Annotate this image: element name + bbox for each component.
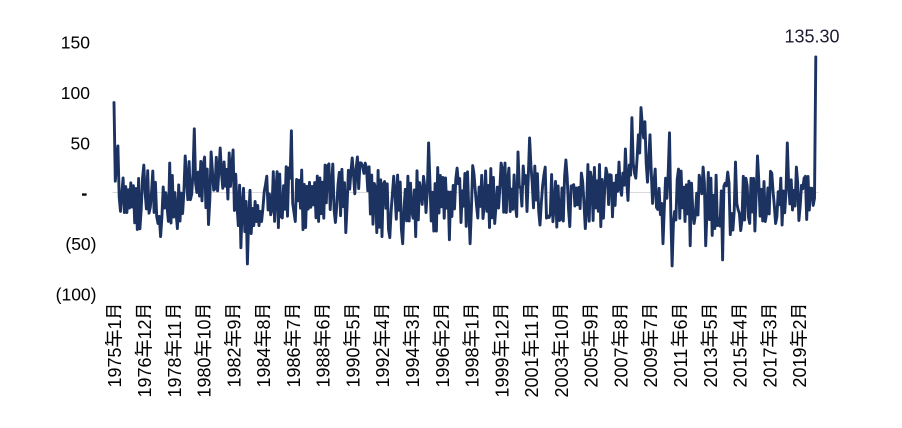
svg-text:2001: 2001 — [522, 357, 542, 397]
svg-text:1975: 1975 — [105, 347, 125, 387]
svg-text:2: 2 — [433, 319, 453, 329]
svg-text:9: 9 — [582, 319, 602, 329]
svg-text:1980: 1980 — [195, 357, 215, 397]
svg-text:1998: 1998 — [463, 347, 483, 387]
svg-text:3: 3 — [403, 319, 423, 329]
svg-text:1978: 1978 — [165, 357, 185, 397]
svg-text:1: 1 — [463, 319, 483, 329]
svg-text:135.30: 135.30 — [784, 27, 839, 47]
svg-text:1990: 1990 — [343, 347, 363, 387]
svg-text:7: 7 — [284, 319, 304, 329]
svg-text:1996: 1996 — [433, 347, 453, 387]
svg-text:4: 4 — [731, 319, 751, 329]
svg-text:1: 1 — [105, 319, 125, 329]
svg-text:1984: 1984 — [254, 347, 274, 387]
svg-text:2019: 2019 — [790, 347, 810, 387]
svg-text:1994: 1994 — [403, 347, 423, 387]
svg-text:50: 50 — [71, 133, 91, 153]
svg-text:6: 6 — [671, 319, 691, 329]
svg-text:12: 12 — [135, 319, 155, 339]
svg-text:1976: 1976 — [135, 357, 155, 397]
svg-text:9: 9 — [224, 319, 244, 329]
svg-text:2: 2 — [790, 319, 810, 329]
svg-text:7: 7 — [641, 319, 661, 329]
svg-text:2015: 2015 — [731, 347, 751, 387]
svg-text:6: 6 — [314, 319, 334, 329]
svg-text:2013: 2013 — [701, 347, 721, 387]
svg-text:1999: 1999 — [492, 357, 512, 397]
svg-text:1982: 1982 — [224, 347, 244, 387]
svg-text:1986: 1986 — [284, 347, 304, 387]
svg-text:2007: 2007 — [612, 347, 632, 387]
svg-text:5: 5 — [343, 319, 363, 329]
svg-text:2017: 2017 — [760, 347, 780, 387]
svg-text:1988: 1988 — [314, 347, 334, 387]
svg-text:2009: 2009 — [641, 347, 661, 387]
svg-text:150: 150 — [61, 33, 90, 53]
svg-text:1992: 1992 — [373, 347, 393, 387]
svg-text:8: 8 — [612, 319, 632, 329]
svg-text:11: 11 — [522, 321, 542, 340]
svg-text:(50): (50) — [65, 234, 96, 254]
svg-text:11: 11 — [165, 321, 185, 340]
svg-text:12: 12 — [492, 319, 512, 339]
svg-text:(100): (100) — [56, 284, 97, 304]
svg-text:8: 8 — [254, 319, 274, 329]
svg-text:2005: 2005 — [582, 347, 602, 387]
svg-text:10: 10 — [552, 319, 572, 339]
svg-text:2003: 2003 — [552, 357, 572, 397]
svg-text:5: 5 — [701, 319, 721, 329]
svg-text:3: 3 — [760, 319, 780, 329]
svg-text:2011: 2011 — [671, 349, 691, 388]
svg-text:100: 100 — [61, 83, 90, 103]
svg-text:4: 4 — [373, 319, 393, 329]
svg-text:10: 10 — [195, 319, 215, 339]
